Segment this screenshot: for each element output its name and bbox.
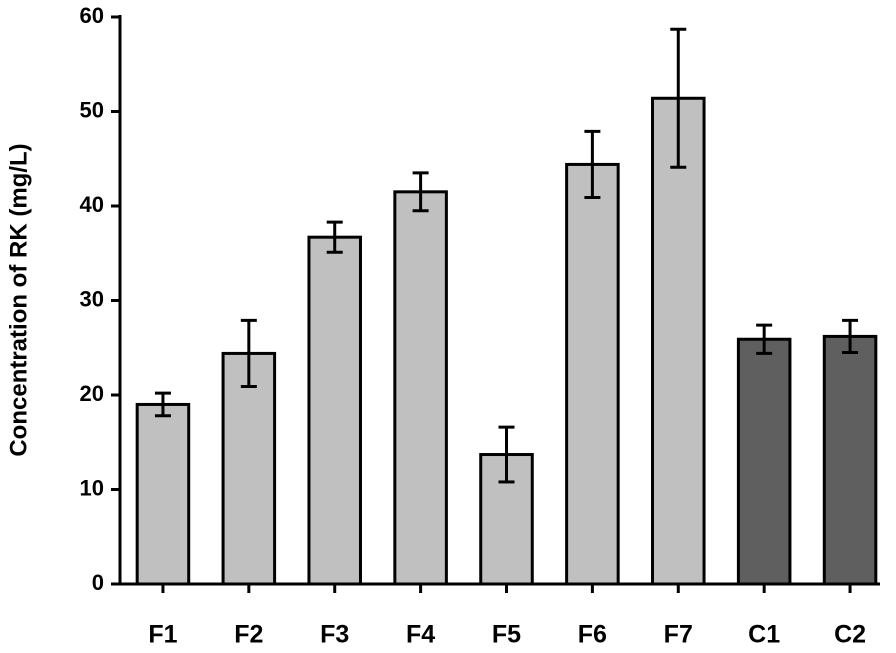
bar <box>307 235 362 586</box>
x-tick-label: F2 <box>234 621 263 649</box>
x-tick-label: C2 <box>834 621 866 649</box>
error-bar <box>756 323 773 355</box>
y-tick-label: 20 <box>80 381 104 406</box>
y-tick-label: 50 <box>80 97 104 122</box>
bar <box>651 96 706 586</box>
x-tick-label: C1 <box>748 621 780 649</box>
y-tick-label: 40 <box>80 192 104 217</box>
error-bar <box>412 171 429 213</box>
error-bar <box>498 425 515 484</box>
x-tick-label: F6 <box>578 621 607 649</box>
x-tick-label: F3 <box>320 621 349 649</box>
bar <box>736 337 792 586</box>
x-tick-label: F1 <box>148 621 177 649</box>
bar <box>822 334 878 586</box>
x-tick-label: F7 <box>664 621 693 649</box>
y-tick-label: 10 <box>80 475 104 500</box>
error-bar <box>154 391 171 418</box>
x-tick-label: F5 <box>492 621 521 649</box>
y-tick-label: 30 <box>80 286 104 311</box>
error-bar <box>240 318 257 388</box>
y-tick-label: 60 <box>80 3 104 28</box>
x-tick-label: F4 <box>406 621 435 649</box>
y-axis-label: Concentration of RK (mg/L) <box>5 143 32 456</box>
error-bar <box>670 27 687 169</box>
error-bar <box>584 129 601 199</box>
y-tick-label: 0 <box>92 570 104 595</box>
bar <box>135 402 191 586</box>
error-bar <box>326 220 343 254</box>
error-bar <box>842 318 859 354</box>
bar <box>393 190 448 586</box>
bar <box>565 162 620 586</box>
bar <box>221 351 277 586</box>
